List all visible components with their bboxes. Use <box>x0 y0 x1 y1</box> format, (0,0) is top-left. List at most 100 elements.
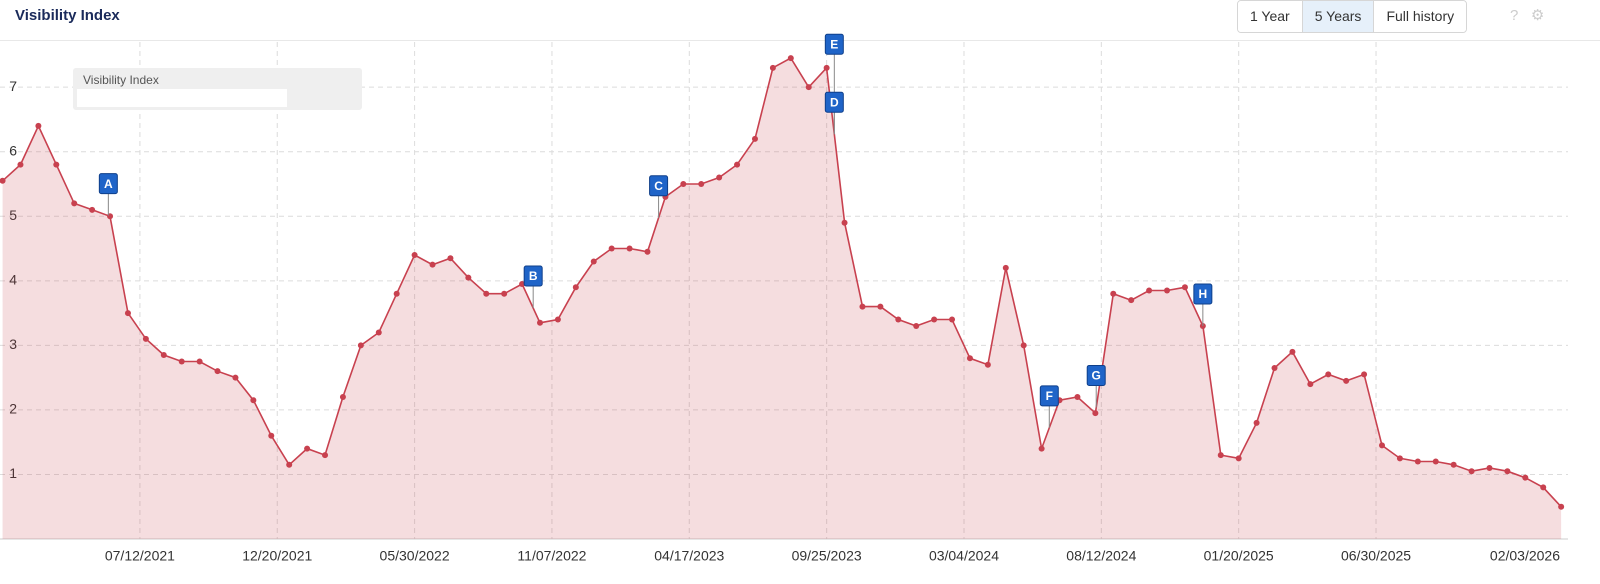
data-point <box>304 445 311 452</box>
annotation-label: A <box>104 177 113 191</box>
annotation-label: G <box>1092 369 1101 383</box>
data-point <box>71 200 78 207</box>
data-point <box>1450 461 1457 468</box>
data-point <box>1020 342 1027 349</box>
data-point <box>769 64 776 71</box>
y-tick-label: 4 <box>9 272 17 288</box>
data-point <box>53 161 60 168</box>
data-point <box>447 255 454 262</box>
data-point <box>393 290 400 297</box>
settings-icon[interactable]: ⚙ <box>1530 7 1545 24</box>
data-point <box>429 261 436 268</box>
data-point <box>1235 455 1242 462</box>
data-point <box>805 84 812 91</box>
y-tick-label: 3 <box>9 336 17 352</box>
annotation-label: H <box>1199 287 1208 301</box>
data-point <box>877 303 884 310</box>
data-point <box>411 252 418 258</box>
help-icon[interactable]: ? <box>1510 7 1519 24</box>
data-point <box>160 352 167 359</box>
data-point <box>1307 381 1314 388</box>
range-button[interactable]: Full history <box>1373 1 1467 32</box>
annotation-flag <box>824 33 844 55</box>
data-point <box>859 303 866 310</box>
range-button[interactable]: 5 Years <box>1301 1 1374 32</box>
data-point <box>501 290 508 297</box>
annotation-flag <box>523 265 543 287</box>
data-point <box>142 335 149 342</box>
data-point <box>1540 484 1547 491</box>
annotation-flag <box>1086 364 1106 386</box>
y-tick-label: 1 <box>9 465 17 481</box>
data-point <box>1396 455 1403 462</box>
data-point <box>1164 287 1171 294</box>
data-point <box>680 181 687 187</box>
data-point <box>1092 410 1099 417</box>
data-point <box>716 174 723 181</box>
data-point <box>1253 419 1260 426</box>
data-point <box>895 316 902 323</box>
annotation-label: D <box>830 95 839 109</box>
data-point <box>1074 394 1081 400</box>
data-point <box>286 461 293 468</box>
data-point <box>214 368 221 375</box>
data-point <box>322 452 329 459</box>
data-point <box>1343 377 1350 384</box>
divider <box>0 40 1600 41</box>
annotation-label: E <box>830 37 838 51</box>
data-point <box>232 374 239 381</box>
data-point <box>17 161 24 168</box>
data-point <box>1558 503 1565 510</box>
data-point <box>1289 348 1296 355</box>
x-tick-label: 09/25/2023 <box>792 548 862 564</box>
data-point <box>751 135 758 142</box>
data-point <box>178 358 185 365</box>
data-point <box>519 281 526 288</box>
range-button[interactable]: 1 Year <box>1238 1 1302 32</box>
data-point <box>268 432 275 439</box>
data-point <box>1378 442 1385 449</box>
data-point <box>734 161 741 168</box>
data-point <box>572 284 579 291</box>
data-point <box>913 323 920 329</box>
annotation-label: B <box>529 269 538 283</box>
data-point <box>1181 284 1188 291</box>
x-tick-label: 07/12/2021 <box>105 548 175 564</box>
legend-mask <box>77 89 287 107</box>
data-point <box>1414 458 1421 465</box>
data-point <box>949 316 956 323</box>
annotation-flag <box>649 175 669 197</box>
data-point <box>931 316 938 323</box>
y-tick-label: 6 <box>9 142 17 158</box>
x-tick-label: 05/30/2022 <box>380 548 450 564</box>
annotation-flag <box>1193 283 1213 305</box>
x-tick-label: 12/20/2021 <box>242 548 312 564</box>
data-point <box>1128 297 1135 304</box>
x-tick-label: 04/17/2023 <box>654 548 724 564</box>
range-buttons: 1 Year 5 Years Full history <box>1237 0 1468 33</box>
data-point <box>608 245 615 252</box>
data-point <box>698 181 705 187</box>
data-point <box>1468 468 1475 475</box>
data-point <box>1038 445 1045 452</box>
data-point <box>0 177 6 184</box>
x-tick-label: 01/20/2025 <box>1204 548 1274 564</box>
data-point <box>787 55 794 62</box>
x-tick-label: 02/03/2026 <box>1490 548 1560 564</box>
annotation-label: F <box>1046 389 1053 403</box>
legend-label: Visibility Index <box>83 73 159 87</box>
data-point <box>1522 474 1529 481</box>
data-point <box>537 319 544 326</box>
data-point <box>35 122 42 129</box>
data-point <box>1002 264 1009 271</box>
data-point <box>1361 371 1368 378</box>
data-point <box>1325 371 1332 378</box>
data-point <box>554 316 561 323</box>
data-point <box>1217 452 1224 459</box>
data-point <box>644 248 651 255</box>
x-tick-label: 11/07/2022 <box>517 548 586 564</box>
data-point <box>124 310 131 317</box>
data-point <box>1432 458 1439 465</box>
line <box>2 57 1562 508</box>
